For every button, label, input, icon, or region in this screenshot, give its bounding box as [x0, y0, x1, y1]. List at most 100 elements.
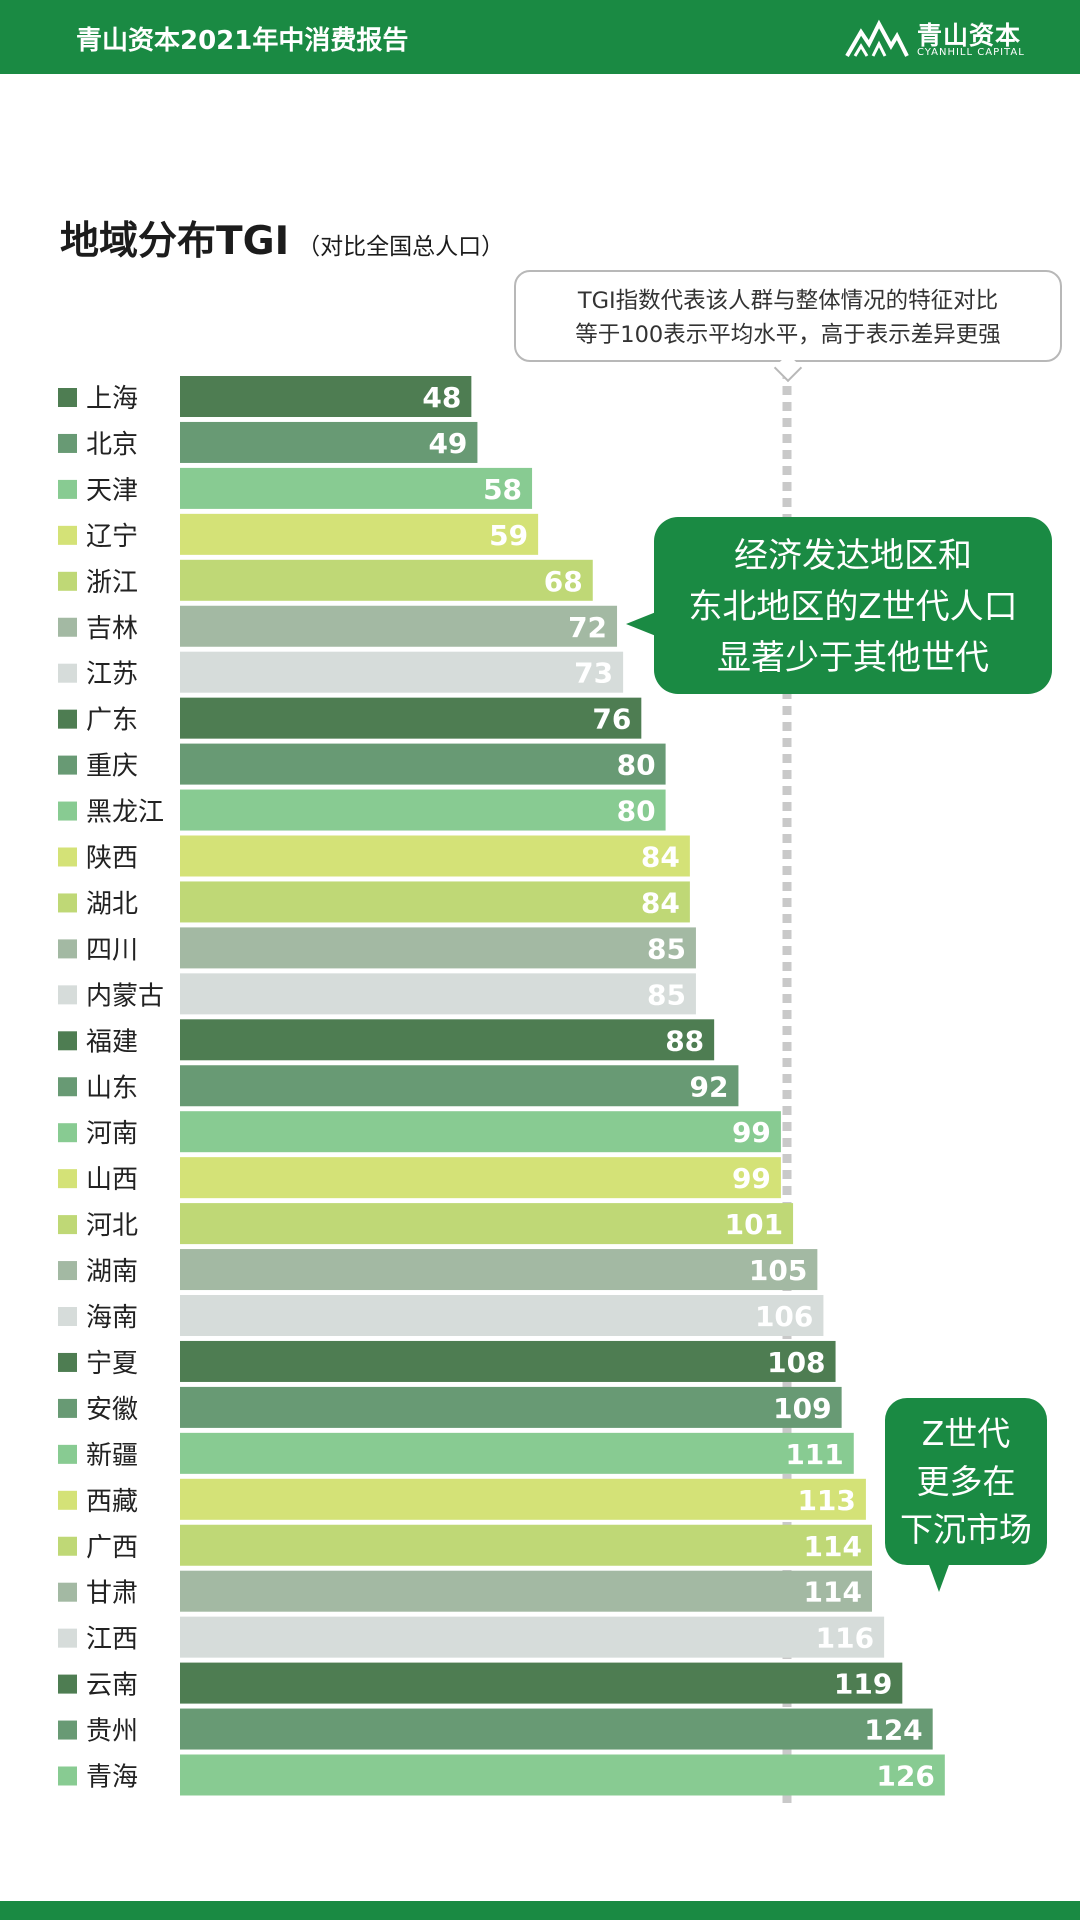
category-label: 浙江	[86, 568, 138, 598]
legend-swatch	[58, 1628, 77, 1648]
bar	[180, 1570, 872, 1612]
chart-subtitle: （对比全国总人口）	[297, 234, 505, 260]
legend-swatch	[58, 1352, 77, 1372]
category-label: 上海	[86, 384, 138, 414]
bar	[180, 1111, 781, 1153]
legend-swatch	[58, 709, 77, 729]
category-label: 四川	[86, 935, 138, 965]
chart-title: 地域分布TGI （对比全国总人口）	[60, 210, 504, 266]
legend-swatch	[58, 1215, 77, 1235]
bar-value-label: 113	[797, 1484, 855, 1517]
bar-value-label: 114	[804, 1530, 862, 1563]
category-label: 宁夏	[86, 1349, 138, 1379]
category-label: 新疆	[86, 1441, 138, 1471]
callout-developed-regions: 经济发达地区和 东北地区的Z世代人口 显著少于其他世代	[654, 517, 1052, 694]
legend-swatch	[58, 571, 77, 591]
bar	[180, 1432, 854, 1474]
callout-2-line-3: 下沉市场	[900, 1510, 1032, 1549]
bar	[180, 1662, 903, 1704]
callout-1-line-3: 显著少于其他世代	[717, 638, 989, 678]
bar	[180, 1708, 933, 1750]
category-label: 天津	[86, 476, 138, 506]
bar-value-label: 124	[864, 1714, 922, 1747]
category-label: 海南	[86, 1303, 138, 1333]
bar	[180, 1524, 872, 1566]
logo-english-text: CYANHILL CAPITAL	[917, 47, 1025, 58]
callout-2-line-2: 更多在	[916, 1462, 1016, 1501]
category-label: 云南	[86, 1671, 138, 1701]
category-label: 福建	[86, 1027, 138, 1057]
bar-value-label: 73	[574, 657, 613, 690]
bar-value-label: 59	[489, 519, 528, 552]
bar	[180, 1616, 885, 1658]
bar	[180, 1754, 945, 1796]
bar	[180, 881, 690, 923]
legend-swatch	[58, 1123, 77, 1143]
bar	[180, 376, 472, 417]
bar	[180, 1295, 824, 1336]
bar-value-label: 72	[568, 611, 607, 644]
category-label: 北京	[86, 430, 138, 460]
bar	[180, 651, 624, 693]
bar-value-label: 108	[767, 1346, 825, 1379]
bar	[180, 1478, 866, 1520]
bar	[180, 421, 478, 463]
category-label: 江西	[86, 1625, 138, 1655]
category-label: 西藏	[86, 1487, 138, 1517]
category-label: 安徽	[86, 1395, 138, 1425]
category-label: 河北	[86, 1211, 138, 1241]
legend-swatch	[58, 525, 77, 545]
legend-swatch	[58, 1261, 77, 1281]
bar-value-label: 48	[422, 381, 461, 414]
legend-swatch	[58, 479, 77, 499]
legend-swatch	[58, 1307, 77, 1326]
legend-swatch	[58, 388, 77, 407]
category-label: 广东	[86, 706, 138, 736]
bar-value-label: 119	[834, 1668, 892, 1701]
legend-swatch	[58, 1398, 77, 1418]
mountain-logo-icon	[845, 19, 909, 58]
tgi-note-line-1: TGI指数代表该人群与整体情况的特征对比	[577, 288, 999, 314]
bar-value-label: 111	[785, 1438, 843, 1471]
category-label: 重庆	[86, 752, 138, 782]
bar-value-label: 114	[804, 1576, 862, 1609]
bar-value-label: 116	[816, 1622, 874, 1655]
legend-swatch	[58, 1077, 77, 1097]
bar	[180, 1019, 715, 1061]
logo: 青山资本 CYANHILL CAPITAL	[845, 16, 1065, 62]
bar	[180, 927, 696, 969]
bar	[180, 789, 666, 831]
bar-value-label: 68	[544, 565, 583, 598]
legend-swatch	[58, 939, 77, 959]
logo-chinese-text: 青山资本	[917, 21, 1022, 50]
bar-value-label: 85	[647, 932, 686, 965]
category-label: 内蒙古	[86, 981, 164, 1011]
legend-swatch	[58, 1169, 77, 1189]
legend-swatch	[58, 617, 77, 637]
bar	[180, 605, 618, 647]
bar	[180, 1340, 836, 1382]
legend-swatch	[58, 1444, 77, 1464]
category-label: 湖北	[86, 889, 138, 919]
bar-value-label: 99	[732, 1162, 771, 1195]
bar	[180, 743, 666, 785]
bar-value-label: 58	[483, 473, 522, 506]
tgi-note-line-2: 等于100表示平均水平，高于表示差异更强	[575, 322, 1001, 348]
category-label: 贵州	[86, 1717, 138, 1747]
report-title: 青山资本2021年中消费报告	[76, 26, 409, 56]
bar	[180, 513, 539, 555]
bar	[180, 973, 696, 1015]
bar	[180, 1065, 739, 1107]
category-label: 吉林	[86, 614, 138, 644]
footer-bar	[0, 1901, 1080, 1920]
legend-swatch	[58, 1490, 77, 1510]
legend-swatch	[58, 1674, 77, 1694]
callout-2-line-1: Z世代	[921, 1414, 1011, 1453]
bar-value-label: 49	[428, 427, 467, 460]
legend-swatch	[58, 433, 77, 453]
callout-1-line-1: 经济发达地区和	[734, 536, 972, 576]
legend-swatch	[58, 801, 77, 821]
legend-swatch	[58, 755, 77, 775]
legend-swatch	[58, 1720, 77, 1740]
